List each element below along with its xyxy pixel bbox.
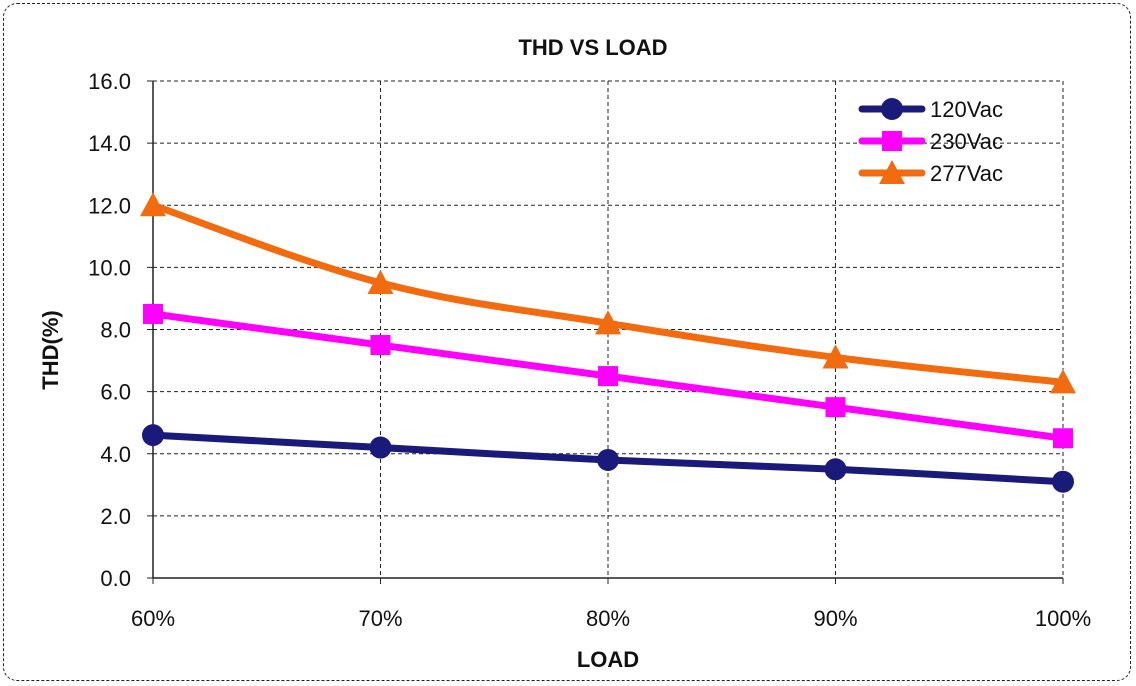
- y-tick-label: 10.0: [88, 255, 131, 280]
- data-point-230Vac: [825, 397, 846, 418]
- x-tick-label: 70%: [358, 606, 402, 631]
- legend-label: 277Vac: [930, 161, 1003, 186]
- chart-frame: [3, 3, 1131, 681]
- y-tick-label: 12.0: [88, 193, 131, 218]
- data-point-277Vac: [1050, 369, 1076, 394]
- y-axis-title: THD(%): [38, 310, 63, 389]
- data-point-230Vac: [598, 366, 618, 387]
- data-point-120Vac: [597, 448, 619, 471]
- y-tick-label: 0.0: [100, 566, 131, 591]
- data-point-120Vac: [824, 458, 847, 481]
- y-tick-label: 14.0: [88, 131, 131, 156]
- y-tick-label: 6.0: [100, 380, 131, 405]
- axis-layer: 0.0 2.0 4.0 6.0 8.0 10.0 12.0 14.0 16.0 60% 70% 80%…: [88, 69, 1091, 631]
- data-point-120Vac: [1052, 470, 1074, 493]
- legend-item-120Vac: 120Vac: [858, 97, 1003, 122]
- x-tick-label: 80%: [586, 606, 630, 631]
- y-tick-label: 16.0: [88, 69, 131, 94]
- data-point-230Vac: [143, 303, 163, 324]
- legend-marker: [882, 131, 902, 151]
- data-point-230Vac: [370, 335, 391, 356]
- chart-title: THD VS LOAD: [518, 35, 667, 60]
- x-tick-label: 90%: [813, 606, 857, 631]
- legend-label: 120Vac: [930, 97, 1003, 122]
- y-tick-label: 2.0: [100, 504, 131, 529]
- data-point-277Vac: [140, 192, 166, 217]
- series-120Vac: [142, 424, 1074, 493]
- legend: 120Vac 230Vac 277Vac: [858, 97, 1003, 186]
- series-layer: [140, 192, 1076, 493]
- x-tick-label: 100%: [1035, 606, 1091, 631]
- data-point-277Vac: [367, 269, 394, 294]
- data-point-230Vac: [1053, 428, 1073, 449]
- data-point-120Vac: [369, 436, 392, 459]
- y-tick-label: 4.0: [100, 442, 131, 467]
- data-point-277Vac: [822, 344, 849, 369]
- data-point-277Vac: [595, 310, 621, 335]
- series-230Vac: [143, 303, 1073, 449]
- x-tick-label: 60%: [131, 606, 175, 631]
- legend-label: 230Vac: [930, 129, 1003, 154]
- data-point-120Vac: [142, 424, 164, 447]
- legend-item-230Vac: 230Vac: [858, 129, 1003, 154]
- y-tick-label: 8.0: [100, 318, 131, 343]
- series-277Vac: [140, 192, 1076, 394]
- legend-item-277Vac: 277Vac: [858, 160, 1003, 186]
- legend-marker: [879, 160, 905, 185]
- legend-marker: [881, 98, 903, 120]
- x-axis-title: LOAD: [577, 647, 639, 672]
